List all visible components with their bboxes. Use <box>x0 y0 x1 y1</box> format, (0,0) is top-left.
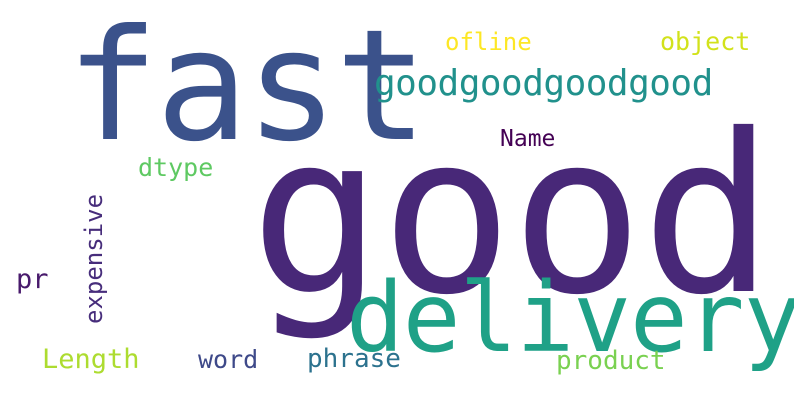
word-word: word <box>198 345 259 374</box>
word-dtype: dtype <box>138 153 214 182</box>
word-name: Name <box>500 126 556 152</box>
word-delivery: delivery <box>346 262 794 374</box>
word-product: product <box>556 346 666 376</box>
word-length: Length <box>42 344 140 375</box>
word-phrase: phrase <box>307 344 401 374</box>
word-ofline: ofline <box>445 28 532 56</box>
word-goodgoodgoodgood: goodgoodgoodgood <box>374 63 713 104</box>
word-good: good <box>250 87 774 343</box>
word-fast: fast <box>66 0 428 176</box>
word-expensive: expensive <box>80 193 108 324</box>
word-pr: pr <box>16 264 49 295</box>
word-object: object <box>660 27 751 56</box>
